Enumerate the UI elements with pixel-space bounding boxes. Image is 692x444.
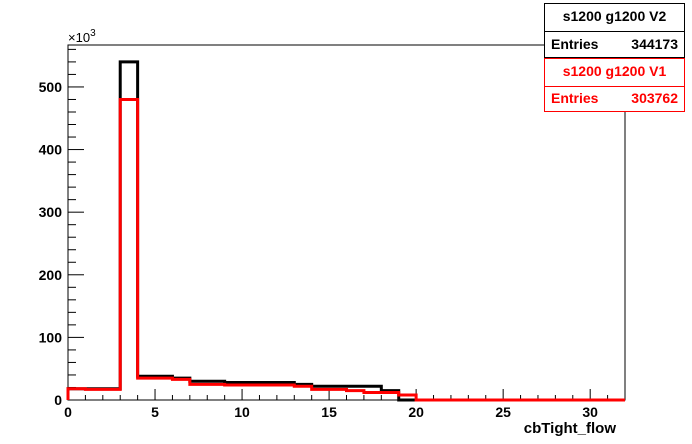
y-tick-label: 200	[39, 267, 63, 283]
x-tick-label: 0	[64, 404, 72, 420]
stats-v2-name: s1200 g1200 V2	[562, 8, 667, 24]
x-tick-label: 5	[151, 404, 159, 420]
y-multiplier: ×103	[68, 28, 96, 45]
y-tick-label: 500	[39, 79, 63, 95]
stats-box-v1: s1200 g1200 V1 Entries 303762	[544, 58, 685, 112]
x-tick-label: 25	[495, 404, 511, 420]
x-tick-label: 15	[321, 404, 337, 420]
stats-v2-divider	[545, 31, 684, 32]
x-tick-label: 10	[234, 404, 250, 420]
x-tick-label: 30	[582, 404, 598, 420]
stats-v1-entries-value: 303762	[631, 90, 678, 106]
histogram-series-v2	[66, 60, 625, 402]
y-tick-label: 100	[39, 329, 63, 345]
x-tick-label: 20	[408, 404, 424, 420]
stats-v2-entries-label: Entries	[551, 36, 599, 52]
stats-box-v2: s1200 g1200 V2 Entries 344173	[544, 3, 685, 58]
stats-v1-name: s1200 g1200 V1	[562, 63, 667, 79]
stats-v1-entries-label: Entries	[551, 90, 599, 106]
series-layer	[66, 60, 625, 402]
stats-v2-entries-value: 344173	[631, 36, 678, 52]
x-axis-label: cbTight_flow	[524, 420, 617, 437]
plot-frame	[67, 44, 626, 401]
stats-v1-divider	[545, 86, 684, 87]
y-tick-label: 400	[39, 142, 63, 158]
y-multiplier-exponent: 3	[90, 28, 96, 39]
y-tick-label: 0	[54, 392, 62, 408]
histogram-series-v1	[66, 97, 625, 402]
y-tick-label: 300	[39, 204, 63, 220]
y-multiplier-base: ×10	[68, 30, 90, 45]
